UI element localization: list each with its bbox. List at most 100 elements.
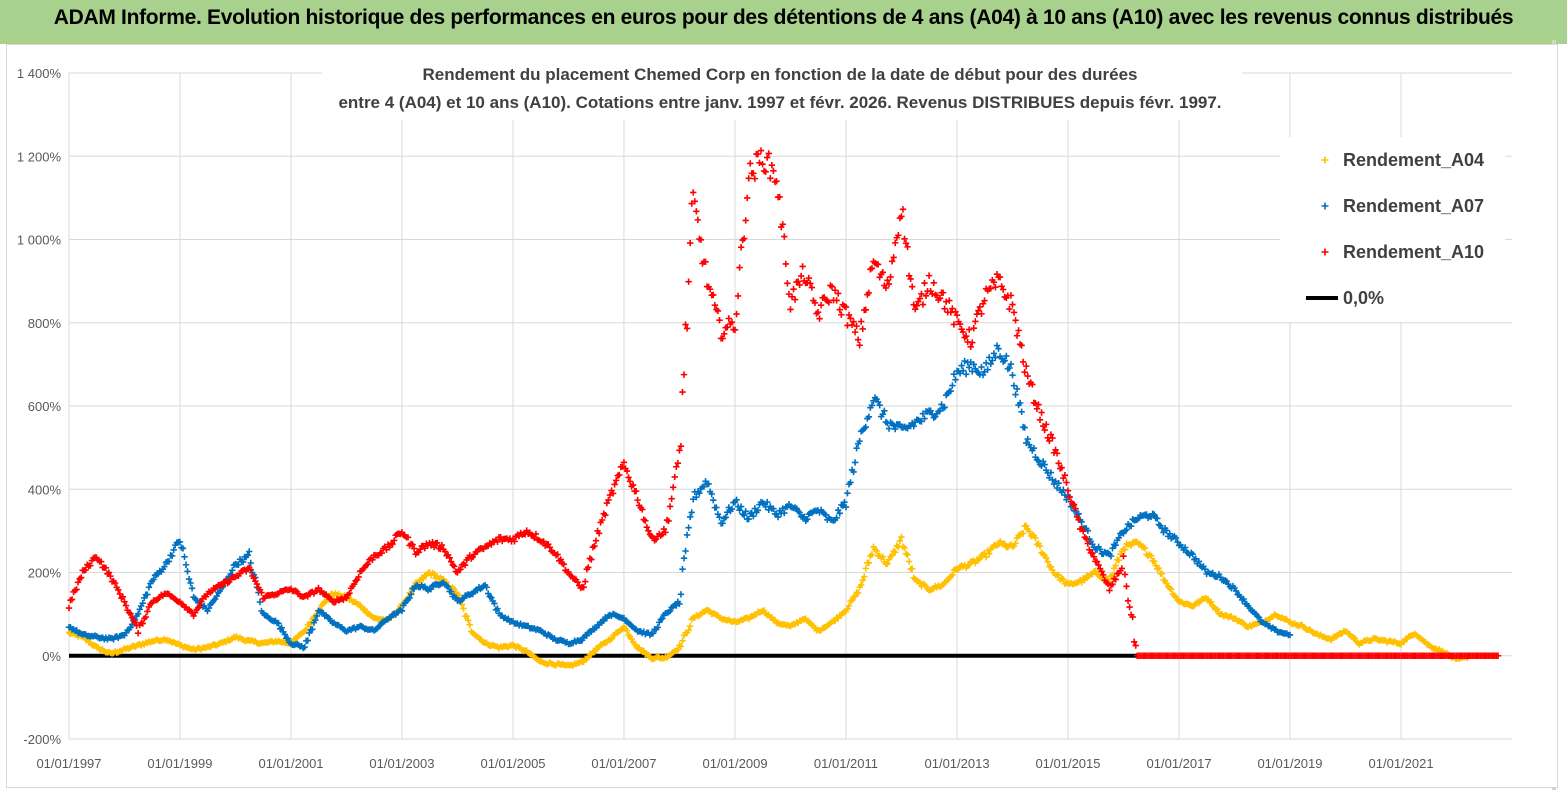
y-axis-labels: -200% 0% 200% 400% 600% 800% 1 000% 1 200% 1 400… (17, 66, 62, 747)
point-rendement-a10 (1093, 558, 1101, 565)
point-rendement-a10 (611, 481, 618, 488)
point-rendement-a10 (787, 306, 794, 313)
point-rendement-a10 (1100, 571, 1107, 579)
point-rendement-a04 (862, 565, 869, 572)
point-rendement-a07 (1154, 515, 1161, 522)
point-rendement-a10 (733, 310, 740, 318)
point-rendement-a10 (670, 484, 677, 491)
point-rendement-a07 (488, 594, 495, 601)
point-rendement-a07 (229, 567, 236, 574)
point-rendement-a10 (545, 541, 552, 548)
point-rendement-a10 (966, 326, 973, 333)
point-rendement-a10 (962, 333, 970, 340)
point-rendement-a10 (410, 545, 418, 552)
point-rendement-a07 (216, 587, 224, 595)
report-banner-title: ADAM Informe. Evolution historique des p… (53, 6, 1514, 29)
point-rendement-a10 (674, 460, 682, 467)
point-rendement-a10 (776, 193, 783, 201)
point-rendement-a07 (1255, 614, 1263, 621)
point-rendement-a04 (873, 547, 880, 555)
point-rendement-a10 (1015, 327, 1022, 334)
point-rendement-a10 (1075, 516, 1082, 523)
point-rendement-a10 (833, 297, 840, 304)
point-rendement-a10 (441, 548, 449, 555)
point-rendement-a07 (165, 558, 173, 565)
point-rendement-a10 (632, 487, 640, 495)
point-rendement-a10 (404, 534, 412, 541)
point-rendement-a10 (751, 175, 759, 182)
point-rendement-a04 (674, 646, 682, 653)
point-rendement-a10 (996, 273, 1004, 281)
point-rendement-a10 (1106, 587, 1113, 594)
point-rendement-a10 (711, 302, 719, 309)
point-rendement-a10 (731, 326, 739, 334)
point-rendement-a10 (429, 538, 436, 546)
point-rendement-a07 (1232, 587, 1240, 595)
point-rendement-a04 (982, 554, 990, 561)
point-rendement-a04 (879, 553, 886, 560)
point-rendement-a07 (1123, 526, 1130, 533)
point-rendement-a10 (247, 566, 254, 573)
point-rendement-a04 (851, 593, 859, 600)
point-rendement-a10 (87, 562, 94, 569)
point-rendement-a04 (1112, 562, 1119, 569)
point-rendement-a10 (82, 566, 89, 574)
point-rendement-a10 (725, 315, 733, 322)
point-rendement-a10 (690, 189, 697, 196)
x-tick-label: 01/01/2013 (925, 756, 990, 771)
point-rendement-a10 (921, 279, 928, 287)
point-rendement-a10 (910, 301, 917, 308)
point-rendement-a10 (1013, 332, 1021, 339)
point-rendement-a07 (710, 496, 717, 504)
point-rendement-a07 (659, 615, 666, 622)
point-rendement-a07 (990, 350, 998, 357)
point-rendement-a10 (668, 495, 675, 502)
series-rendement-a10 (65, 147, 1502, 659)
x-tick-label: 01/01/2001 (258, 756, 323, 771)
point-rendement-a04 (585, 654, 592, 661)
point-rendement-a07 (444, 583, 452, 590)
point-rendement-a10 (1049, 434, 1056, 442)
point-rendement-a10 (1072, 505, 1079, 512)
point-rendement-a07 (1115, 534, 1122, 542)
point-rendement-a10 (389, 540, 396, 548)
point-rendement-a07 (770, 505, 777, 512)
point-rendement-a10 (602, 511, 609, 519)
point-rendement-a10 (848, 321, 856, 329)
point-rendement-a10 (122, 602, 130, 609)
point-rendement-a07 (301, 643, 308, 651)
point-rendement-a10 (1121, 571, 1129, 578)
point-rendement-a10 (736, 264, 743, 271)
point-rendement-a07 (1006, 364, 1013, 372)
point-rendement-a10 (461, 561, 469, 569)
point-rendement-a04 (861, 573, 868, 580)
point-rendement-a07 (181, 553, 188, 561)
legend-label: Rendement_A07 (1343, 196, 1484, 216)
point-rendement-a10 (956, 320, 964, 328)
point-rendement-a10 (847, 315, 854, 322)
point-rendement-a10 (874, 261, 882, 268)
point-rendement-a04 (460, 605, 467, 612)
point-rendement-a10 (987, 285, 994, 292)
point-rendement-a10 (784, 280, 791, 287)
point-rendement-a10 (899, 206, 907, 213)
point-rendement-a10 (1010, 309, 1018, 316)
point-rendement-a10 (97, 558, 105, 565)
point-rendement-a04 (1127, 542, 1135, 549)
point-rendement-a10 (1126, 603, 1133, 611)
point-rendement-a07 (970, 361, 977, 368)
point-rendement-a07 (742, 508, 749, 515)
point-rendement-a07 (683, 531, 691, 539)
point-rendement-a07 (1009, 371, 1016, 379)
point-rendement-a10 (992, 283, 999, 291)
point-rendement-a10 (190, 612, 197, 620)
point-rendement-a07 (654, 624, 661, 631)
point-rendement-a04 (904, 551, 911, 558)
point-rendement-a07 (139, 599, 146, 607)
point-rendement-a10 (134, 629, 142, 637)
y-tick-label: 400% (28, 482, 62, 497)
point-rendement-a10 (582, 578, 589, 585)
legend-label: Rendement_A04 (1343, 150, 1484, 170)
point-rendement-a10 (754, 150, 762, 158)
point-rendement-a07 (1195, 558, 1203, 565)
